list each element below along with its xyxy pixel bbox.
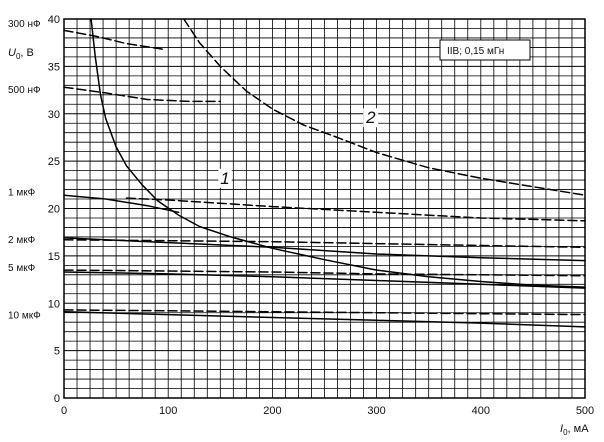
capacitance-label: 300 нФ [8,19,41,30]
series-line [63,29,164,51]
series-layer [63,18,586,328]
curve-label-1: 1 [220,169,229,188]
curve-label-2: 2 [365,108,376,127]
curve-label-bg [363,108,379,128]
y-axis-title: U0, В [8,47,34,61]
series-line [183,18,586,196]
capacitance-labels: 300 нФ 500 нФ 1 мкФ 2 мкФ 5 мкФ 10 мкФ [7,17,43,323]
x-axis-subscript: 0 [563,428,568,437]
capacitance-label-bg [7,262,37,276]
y-tick-label: 10 [48,298,60,310]
tick-labels: 0 100 200 300 400 500 0 5 10 15 20 25 30 35 40 [48,14,594,417]
series-line [63,309,586,316]
series-line [63,86,222,103]
y-tick-label: 15 [48,251,60,263]
legend-box-text: IIB; 0,15 мГн [447,46,504,57]
capacitance-label-bg [7,233,37,247]
x-tick-label: 100 [159,405,177,417]
legend-box-frame [439,39,531,61]
y-axis-unit: , В [20,47,33,59]
y-tick-label: 20 [48,204,60,216]
capacitance-label-bg [7,84,42,98]
capacitance-label-bg [7,17,42,31]
legend-box: IIB; 0,15 мГн [439,39,531,61]
capacitance-label: 500 нФ [8,85,41,96]
x-axis-unit: , мА [568,423,590,435]
series-line [63,311,586,328]
curve-label-bg [218,168,232,188]
x-tick-label: 200 [263,405,281,417]
y-tick-label: 5 [54,346,60,358]
capacitance-label-bg [7,309,43,323]
series-line [90,18,586,288]
x-axis-symbol: I [560,423,563,435]
x-tick-label: 0 [61,405,67,417]
series-line [63,271,586,289]
capacitance-label-bg [7,186,37,200]
x-axis-title: I0, мА [560,423,589,437]
y-tick-label: 30 [48,109,60,121]
series-line [63,194,180,214]
y-tick-label: 35 [48,61,60,73]
series-line [125,197,586,222]
y-tick-label: 0 [54,393,60,405]
x-tick-label: 400 [472,405,490,417]
capacitance-label: 2 мкФ [8,235,36,246]
grid [63,18,586,399]
y-axis-symbol: U [8,47,16,59]
series-line [63,269,586,277]
x-tick-label: 300 [367,405,385,417]
y-axis-subscript: 0 [16,52,21,61]
y-tick-label: 25 [48,156,60,168]
series-line [63,239,586,249]
capacitance-label: 5 мкФ [8,263,36,274]
capacitance-label: 1 мкФ [8,187,36,198]
series-line [63,237,586,262]
plot-frame [63,18,586,399]
capacitance-label: 10 мкФ [8,311,41,322]
x-tick-label: 500 [576,405,594,417]
y-tick-label: 40 [48,14,60,26]
